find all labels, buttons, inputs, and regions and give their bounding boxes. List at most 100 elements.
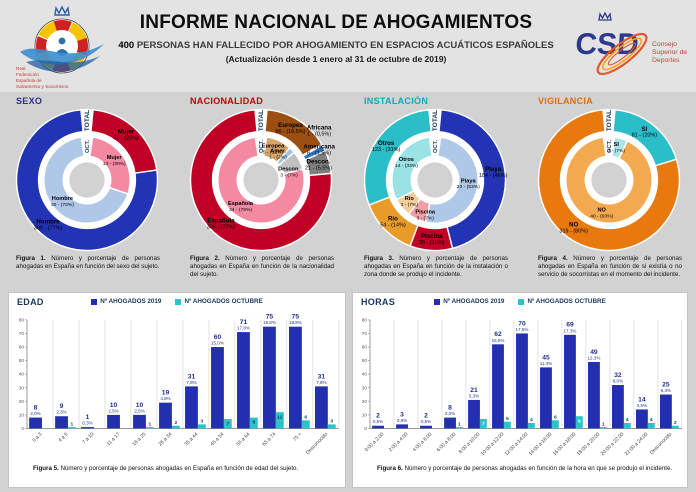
slice-value: 1 - (2%) <box>269 155 287 161</box>
rfess-wave <box>20 44 104 65</box>
bar-2019 <box>314 386 328 429</box>
bar-2019-pct: 11,3% <box>540 361 552 366</box>
bar-2019-value: 10 <box>136 402 144 409</box>
y-tick-label: 60 <box>362 345 368 351</box>
x-category-label: 35 a 44 <box>183 431 199 447</box>
bar-octubre <box>647 423 655 429</box>
x-category-label: 65 a 74 <box>261 431 277 447</box>
slice-name: Hombre <box>36 219 60 226</box>
donut-cell-vigilancia: VIGILANCIA TOTAL OCT. SI 81 - (20%) NO 319 - … <box>522 92 696 292</box>
y-tick-label: 40 <box>362 372 368 378</box>
rfess-swimmer-icon <box>58 37 66 45</box>
bar-octubre <box>503 421 511 429</box>
total-tab <box>428 109 442 132</box>
bar-2019-value: 49 <box>590 349 598 356</box>
bar-caption-edad: Figura 5. Número y porcentaje de persona… <box>33 465 299 472</box>
total-tab <box>80 109 94 132</box>
slice-value: 34 - (79%) <box>229 207 252 213</box>
bar-2019 <box>81 427 94 429</box>
y-tick-label: 60 <box>19 345 25 351</box>
slice-value: 13 - (30%) <box>103 161 126 167</box>
bar-2019 <box>588 361 600 429</box>
slice-outer-no <box>537 108 681 252</box>
bar-octubre <box>599 427 607 429</box>
bar-octubre-value: 1 <box>602 421 605 427</box>
legend-swatch-2019 <box>434 298 441 305</box>
x-category-label: 22:00 a 24:00 <box>624 431 650 457</box>
bar-2019-value: 70 <box>518 320 526 327</box>
bar-2019 <box>420 425 432 429</box>
bar-2019-pct: 0,5% <box>421 419 431 424</box>
rfess-text-line: Española de <box>16 78 42 83</box>
slice-name: SI <box>614 142 620 148</box>
x-category-label: 45 a 54 <box>209 431 225 447</box>
slice-value: 14 - (33%) <box>395 163 418 169</box>
bar-octubre <box>223 418 232 429</box>
total-label: TOTAL <box>84 110 91 131</box>
csd-crown-icon <box>598 11 612 21</box>
legend-swatch-2019 <box>91 298 98 305</box>
legend-item-2019: Nº AHOGADOS 2019 <box>434 298 504 305</box>
bar-2019-value: 25 <box>662 381 670 388</box>
slice-value: 81 - (20%) <box>632 133 658 139</box>
y-tick-label: 70 <box>19 331 25 337</box>
oct-tab <box>80 136 94 157</box>
bar-octubre-value: 12 <box>277 414 283 420</box>
donut-title-sexo: SEXO <box>16 96 43 106</box>
donut-section: SEXO TOTAL OCT. Mujer 91 - (23%) Hombre 309 -… <box>0 92 696 292</box>
bar-octubre-value: 2 <box>174 420 177 426</box>
subtitle-number: 400 <box>118 40 135 51</box>
csd-swoosh-icon <box>596 32 648 76</box>
slice-outer-espaola <box>189 108 333 252</box>
y-tick-label: 0 <box>364 426 367 432</box>
bar-octubre-value: 4 <box>530 417 533 423</box>
slice-value: 3 - (7%) <box>280 172 298 178</box>
bar-octubre-value: 7 <box>226 421 229 427</box>
bar-2019-value: 1 <box>86 414 90 421</box>
total-label: TOTAL <box>606 110 613 131</box>
slice-name: Hombre <box>52 196 73 202</box>
x-category-label: 6:00 a 8:00 <box>436 431 458 453</box>
bar-2019 <box>289 326 302 429</box>
bar-2019-pct: 4,8% <box>160 396 170 401</box>
x-category-label: 4 a 6 <box>57 431 69 443</box>
bar-2019 <box>185 386 198 429</box>
legend-swatch-octubre <box>518 298 525 305</box>
slice-name: Otros <box>378 140 395 147</box>
rfess-logo: Real Federación Española de Salvamento y… <box>16 5 104 89</box>
slice-name: Mujer <box>118 129 135 136</box>
report-header: Real Federación Española de Salvamento y… <box>0 0 696 92</box>
slice-name: Río <box>405 196 415 202</box>
bar-2019 <box>564 334 576 429</box>
slice-value: 184 - (46%) <box>479 173 508 179</box>
slice-name: SI <box>641 126 647 133</box>
slice-value: 309 - (77%) <box>34 225 63 231</box>
slice-value: 3 - (7%) <box>608 148 626 154</box>
x-category-label: Desconocido <box>305 431 330 456</box>
bar-octubre <box>275 412 284 429</box>
bar-2019 <box>211 347 224 429</box>
x-category-label: 7 a 10 <box>81 431 95 445</box>
x-category-label: 4:00 a 6:00 <box>412 431 434 453</box>
donut-title-nacionalidad: NACIONALIDAD <box>190 96 264 106</box>
bar-octubre-value: 1 <box>148 421 151 427</box>
rfess-text-line: Salvamento y Socorrismo <box>16 84 69 89</box>
bar-2019-value: 45 <box>542 354 550 361</box>
x-category-label: 18:00 a 20:00 <box>576 431 602 457</box>
bar-panel-edad: EDAD Nº AHOGADOS 2019 Nº AHOGADOS OCTUBR… <box>8 292 346 488</box>
slice-value: 40 - (93%) <box>590 213 613 219</box>
slice-name: Africana <box>307 125 332 132</box>
slice-name: Descon. <box>278 166 300 172</box>
y-tick-label: 10 <box>362 412 368 418</box>
donut-center <box>243 162 279 198</box>
oct-label: OCT. <box>259 140 265 153</box>
bar-2019-value: 10 <box>110 402 118 409</box>
bar-2019-value: 8 <box>34 405 38 412</box>
y-tick-label: 20 <box>19 399 25 405</box>
bar-octubre <box>623 423 631 429</box>
x-category-label: 11 a 17 <box>106 431 122 447</box>
bar-2019 <box>659 394 672 429</box>
